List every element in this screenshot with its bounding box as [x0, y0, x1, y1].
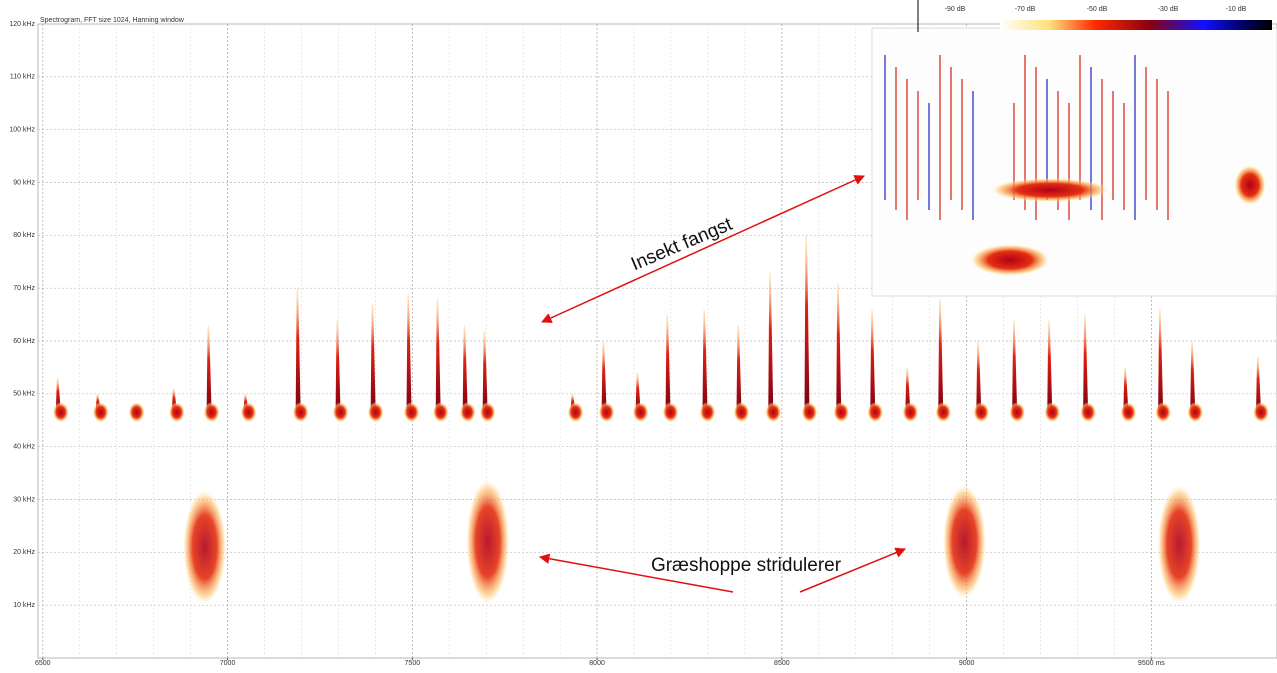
call-end	[1155, 402, 1171, 422]
x-tick-label: 7500	[405, 660, 421, 667]
x-tick-label: 9500 ms	[1138, 660, 1165, 667]
call-end	[902, 402, 918, 422]
y-tick-label: 30 kHz	[13, 496, 35, 503]
x-tick-label: 8500	[774, 660, 790, 667]
call-end	[935, 402, 951, 422]
inset-blob	[970, 244, 1050, 276]
call-end	[169, 402, 185, 422]
call-end	[204, 402, 220, 422]
y-tick-label: 80 kHz	[13, 232, 35, 239]
colorbar-label: -50 dB	[1087, 6, 1108, 13]
call-end	[241, 402, 257, 422]
call-end	[368, 402, 384, 422]
call-end	[93, 402, 109, 422]
call-end	[700, 402, 716, 422]
call-end	[633, 402, 649, 422]
y-tick-label: 60 kHz	[13, 338, 35, 345]
call-end	[1044, 402, 1060, 422]
call-end	[734, 402, 750, 422]
y-tick-label: 110 kHz	[10, 74, 36, 81]
call-end	[867, 402, 883, 422]
call-end	[1080, 402, 1096, 422]
y-tick-label: 20 kHz	[13, 549, 35, 556]
call-end	[663, 402, 679, 422]
zoom-inset	[872, 28, 1277, 296]
y-tick-label: 120 kHz	[9, 21, 35, 28]
x-tick-label: 6500	[35, 660, 51, 667]
y-tick-label: 40 kHz	[13, 444, 35, 451]
x-tick-label: 8000	[589, 660, 605, 667]
stridulation-burst	[183, 489, 227, 605]
call-end	[1187, 402, 1203, 422]
colorbar-label: -70 dB	[1015, 6, 1036, 13]
call-end	[973, 402, 989, 422]
inset-blob	[1234, 165, 1266, 205]
y-tick-label: 90 kHz	[13, 179, 35, 186]
spectrogram-chart: Spectrogram, FFT size 1024, Hanning wind…	[0, 0, 1277, 668]
y-tick-label: 70 kHz	[13, 285, 35, 292]
y-tick-label: 50 kHz	[13, 391, 35, 398]
inset-blob	[990, 178, 1110, 202]
x-tick-label: 9000	[959, 660, 975, 667]
colorbar-label: -30 dB	[1158, 6, 1179, 13]
call-end	[1009, 402, 1025, 422]
call-end	[129, 402, 145, 422]
call-end	[801, 402, 817, 422]
call-end	[433, 402, 449, 422]
call-end	[1253, 402, 1269, 422]
call-end	[568, 402, 584, 422]
annotation: Græshoppe stridulerer	[651, 555, 842, 576]
y-tick-label: 10 kHz	[13, 602, 35, 609]
call-end	[293, 402, 309, 422]
call-end	[53, 402, 69, 422]
call-end	[333, 402, 349, 422]
stridulation-burst	[1157, 484, 1201, 606]
call-end	[460, 402, 476, 422]
stridulation-burst	[942, 484, 986, 600]
call-end	[480, 402, 496, 422]
call-end	[404, 402, 420, 422]
x-tick-label: 7000	[220, 660, 236, 667]
chart-title: Spectrogram, FFT size 1024, Hanning wind…	[40, 17, 185, 24]
call-end	[765, 402, 781, 422]
colorbar-label: -90 dB	[945, 6, 966, 13]
call-end	[833, 402, 849, 422]
stridulation-burst	[466, 478, 510, 605]
y-tick-label: 100 kHz	[9, 127, 35, 134]
colorbar-label: -10 dB	[1226, 6, 1247, 13]
call-end	[1120, 402, 1136, 422]
call-end	[599, 402, 615, 422]
